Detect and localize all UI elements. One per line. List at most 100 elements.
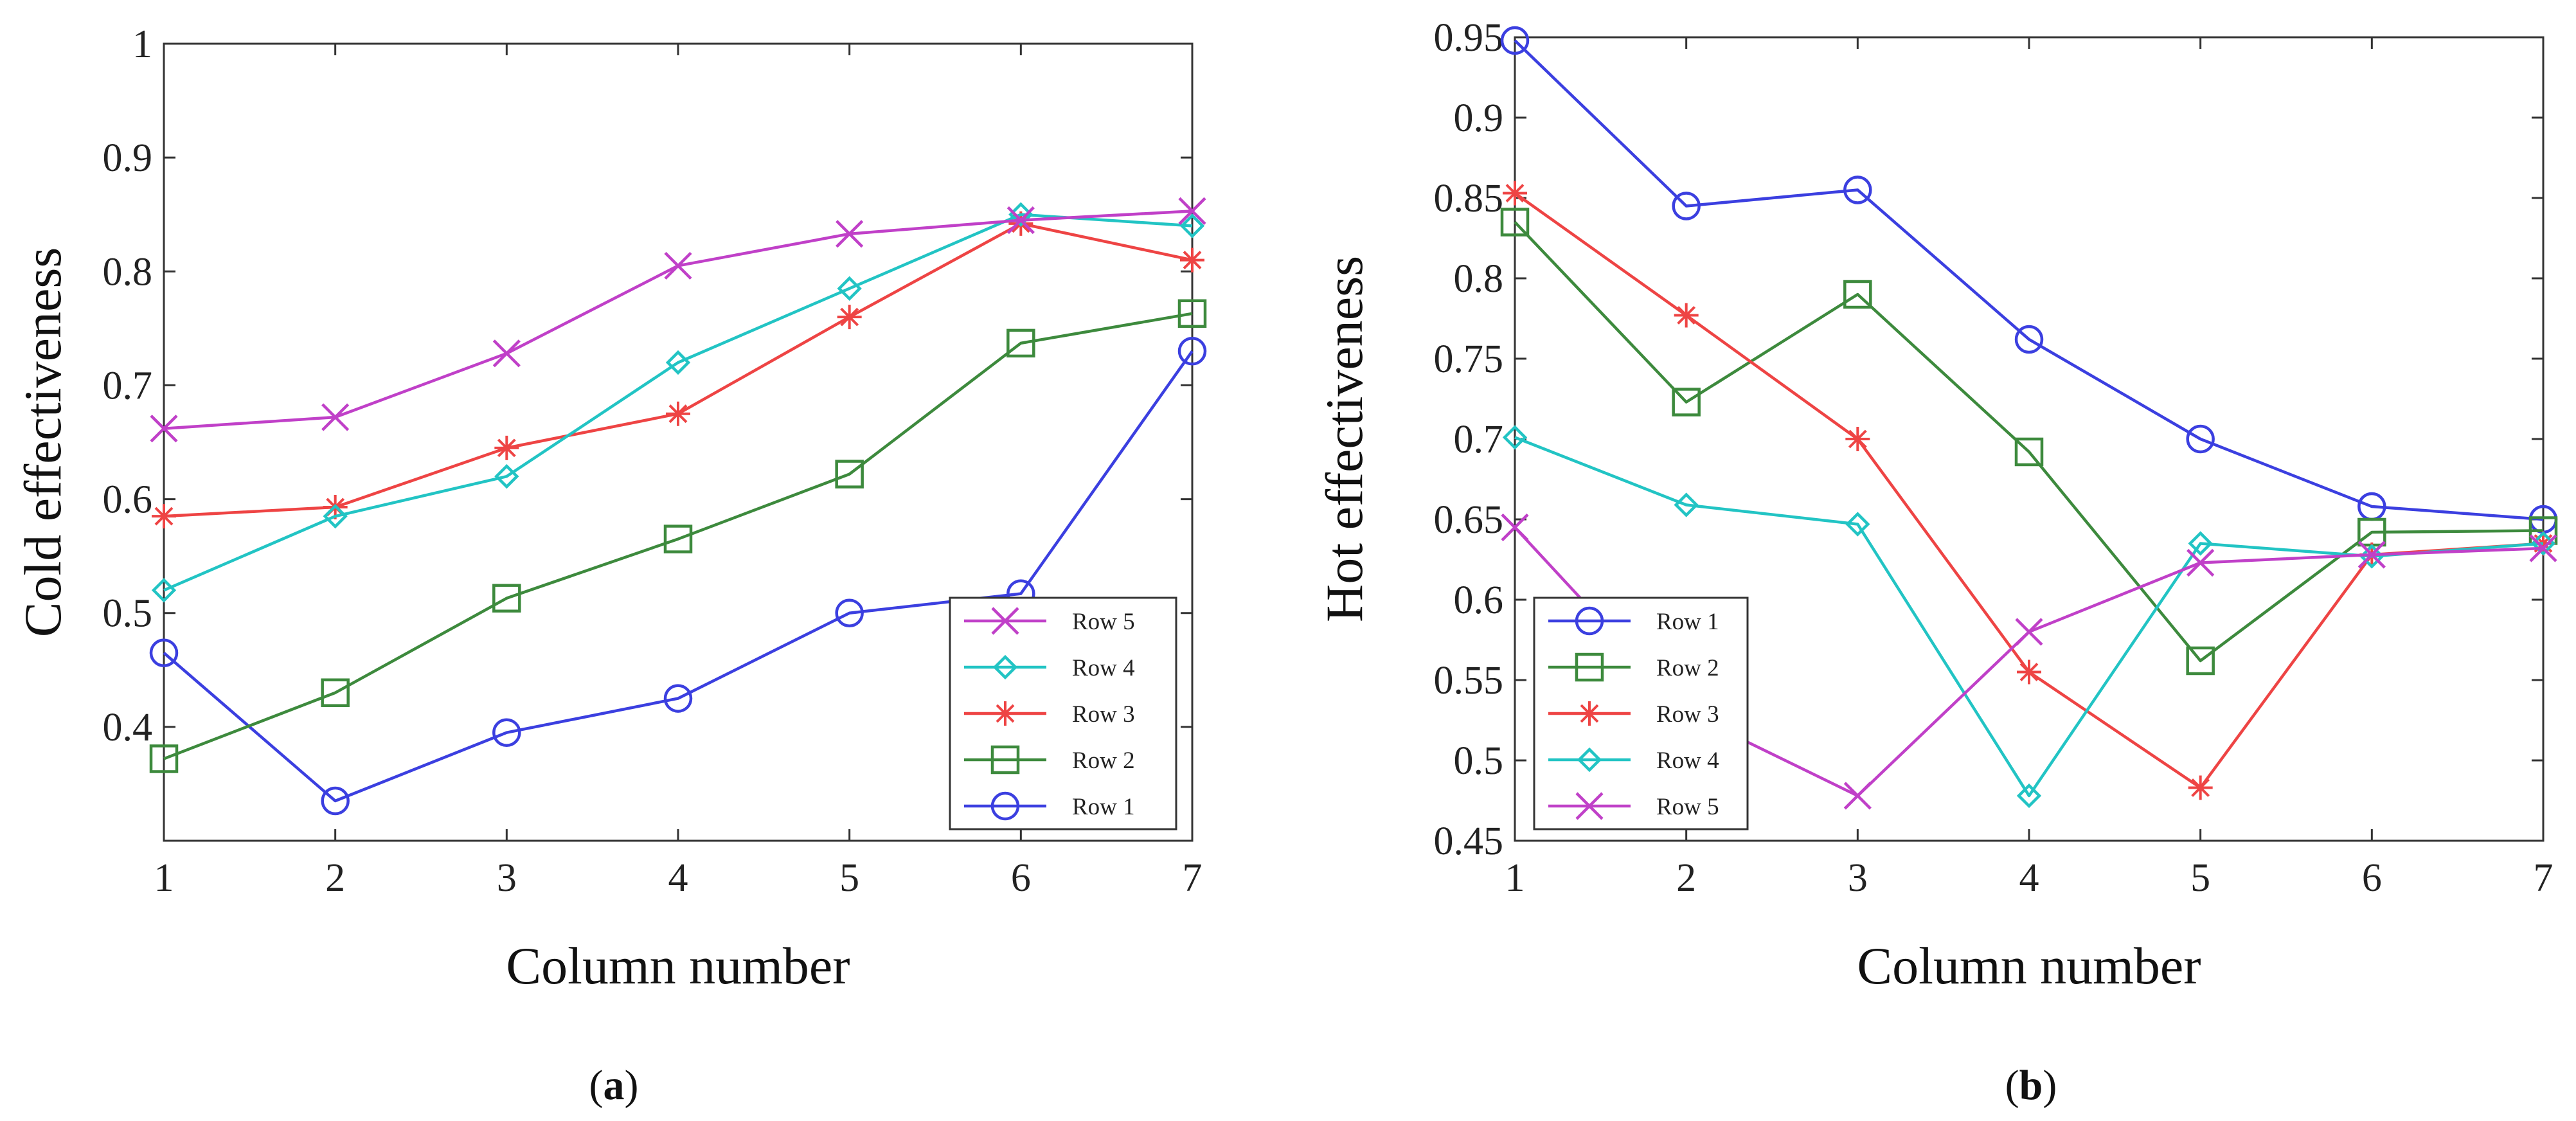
x-tick-label: 3	[1848, 856, 1868, 900]
data-point-row-1	[1843, 175, 1872, 204]
data-point-row-4	[494, 463, 519, 489]
data-point-row-5	[836, 220, 864, 248]
data-point-row-2	[492, 584, 521, 613]
legend-marker-row-3	[1577, 701, 1602, 726]
panel-caption: (a)	[589, 1062, 639, 1109]
data-point-row-1	[1500, 26, 1530, 55]
y-tick-label: 1	[132, 22, 152, 66]
y-tick-label: 0.55	[1434, 659, 1504, 703]
x-tick-label: 4	[2019, 856, 2039, 900]
legend-marker-row-2	[990, 745, 1020, 775]
data-point-row-2	[1843, 280, 1872, 309]
data-point-row-2	[663, 525, 693, 553]
data-point-row-2	[149, 744, 179, 773]
y-tick-label: 0.8	[1454, 257, 1504, 301]
legend-label-row-3: Row 3	[1072, 701, 1135, 728]
legend-label-row-5: Row 5	[1072, 609, 1135, 635]
y-tick-label: 0.6	[103, 478, 153, 522]
y-tick-label: 0.5	[1454, 739, 1504, 783]
legend-marker-row-2	[1575, 652, 1604, 682]
legend-marker-row-1	[1575, 606, 1604, 636]
panel-caption: (b)	[2005, 1062, 2057, 1109]
legend-label-row-1: Row 1	[1072, 794, 1135, 820]
y-tick-label: 0.4	[103, 706, 153, 749]
legend-marker-row-5	[1575, 792, 1604, 820]
series-line-row-1	[163, 350, 1194, 803]
series-line-row-2	[163, 312, 1193, 760]
data-point-row-4	[665, 350, 691, 375]
x-axis-label: Column number	[506, 937, 850, 995]
y-tick-label: 0.65	[1434, 498, 1504, 542]
data-point-row-1	[1672, 192, 1701, 220]
x-tick-label: 4	[668, 856, 688, 900]
data-point-row-5	[2529, 534, 2557, 562]
data-point-row-4	[2188, 531, 2213, 556]
data-point-row-5	[664, 251, 692, 280]
data-point-row-5	[2187, 548, 2215, 577]
legend-marker-row-5	[991, 607, 1019, 635]
y-tick-label: 0.85	[1434, 177, 1504, 220]
data-point-row-4	[1008, 202, 1033, 227]
caption-close-paren: )	[2043, 1062, 2057, 1109]
data-point-row-3	[1674, 303, 1699, 328]
chart-panel-a: 0.4 0.5 0.6 0.7 0.8 0.9 1 1 2 3 4 5 6 7 Column number C…	[13, 22, 1207, 1109]
y-tick-label: 0.95	[1434, 16, 1504, 60]
data-point-row-5	[150, 415, 178, 443]
x-tick-label: 1	[154, 856, 174, 900]
x-tick-label: 2	[1676, 856, 1696, 900]
x-tick-label: 1	[1505, 856, 1525, 900]
legend-marker-row-4	[992, 654, 1018, 680]
y-tick-label: 0.7	[103, 364, 153, 408]
data-point-row-1	[2014, 325, 2044, 354]
x-tick-label: 2	[325, 856, 345, 900]
data-point-row-5	[1006, 206, 1035, 235]
legend-marker-row-1	[990, 791, 1020, 821]
y-tick-label: 0.9	[103, 136, 153, 180]
data-point-row-5	[1178, 197, 1206, 225]
x-tick-label: 5	[839, 856, 859, 900]
legend: Row 5 Row 4 Row 3 Row 2 Row 1	[949, 596, 1177, 830]
data-point-row-1	[1177, 337, 1207, 366]
data-point-row-1	[2186, 424, 2215, 454]
y-tick-label: 0.75	[1434, 337, 1504, 381]
series-line-row-4	[163, 213, 1193, 592]
y-tick-label: 0.45	[1434, 820, 1504, 863]
chart-panel-b: 0.45 0.5 0.55 0.6 0.65 0.7 0.75 0.8 0.85 0.9 0.95 1…	[1315, 16, 2558, 1109]
legend-label-row-4: Row 4	[1072, 655, 1135, 681]
data-point-row-2	[2186, 646, 2215, 676]
legend-label-row-2: Row 2	[1072, 748, 1135, 774]
data-point-row-4	[323, 503, 348, 529]
y-tick-label: 0.9	[1454, 96, 1504, 140]
data-point-row-1	[149, 638, 179, 667]
series-line-row-1	[1514, 39, 2544, 521]
series-line-row-2	[1514, 220, 2544, 663]
caption-letter: a	[604, 1062, 625, 1109]
y-tick-label: 0.7	[1454, 418, 1504, 462]
x-axis-label: Column number	[1857, 937, 2201, 995]
caption-letter: b	[2019, 1062, 2043, 1109]
data-point-row-4	[2016, 783, 2042, 809]
legend-label-row-4: Row 4	[1656, 748, 1719, 774]
legend-marker-row-4	[1577, 747, 1602, 773]
data-point-row-2	[1672, 388, 1701, 417]
data-point-row-5	[492, 339, 521, 368]
data-point-row-4	[1845, 512, 1870, 537]
data-point-row-2	[1006, 328, 1035, 358]
caption-close-paren: )	[625, 1062, 639, 1109]
data-point-row-3	[1180, 247, 1204, 273]
legend-marker-row-3	[993, 701, 1017, 726]
legend-label-row-1: Row 1	[1656, 609, 1719, 635]
data-point-row-5	[321, 403, 350, 431]
data-point-row-5	[2015, 618, 2043, 646]
data-point-row-1	[492, 718, 521, 747]
data-point-row-4	[1179, 213, 1205, 238]
data-point-row-3	[666, 401, 690, 426]
data-point-row-2	[2014, 437, 2044, 467]
series-line-row-5	[163, 210, 1193, 430]
data-point-row-3	[1503, 181, 1527, 206]
legend-label-row-5: Row 5	[1656, 794, 1719, 820]
x-tick-label: 6	[1011, 856, 1031, 900]
data-point-row-1	[835, 598, 864, 627]
data-point-row-5	[1843, 782, 1872, 810]
